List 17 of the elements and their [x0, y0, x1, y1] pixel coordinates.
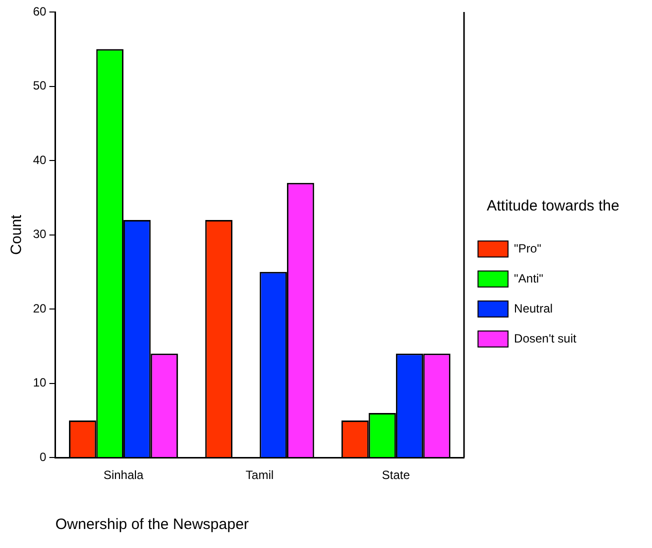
y-tick-label: 40: [32, 152, 47, 167]
legend-label: Dosen't suit: [514, 331, 578, 346]
legend-label: "Pro": [514, 241, 542, 256]
y-tick-label: 20: [32, 301, 47, 316]
y-tick-label: 60: [32, 4, 47, 18]
x-tick-label: Tamil: [246, 468, 274, 482]
legend-title: Attitude towards the: [486, 198, 620, 215]
x-axis-title: Ownership of the Newspaper: [55, 516, 249, 534]
y-tick-label: 50: [32, 78, 47, 93]
y-tick-label: 30: [32, 227, 47, 242]
x-tick-label: State: [382, 468, 410, 482]
y-tick-label: 10: [32, 376, 47, 390]
legend-label: "Anti": [514, 271, 544, 286]
legend-label: Neutral: [514, 301, 553, 316]
x-tick-label: Sinhala: [103, 468, 144, 482]
y-axis-title: Count: [8, 214, 26, 255]
y-tick-label: 0: [40, 450, 47, 464]
